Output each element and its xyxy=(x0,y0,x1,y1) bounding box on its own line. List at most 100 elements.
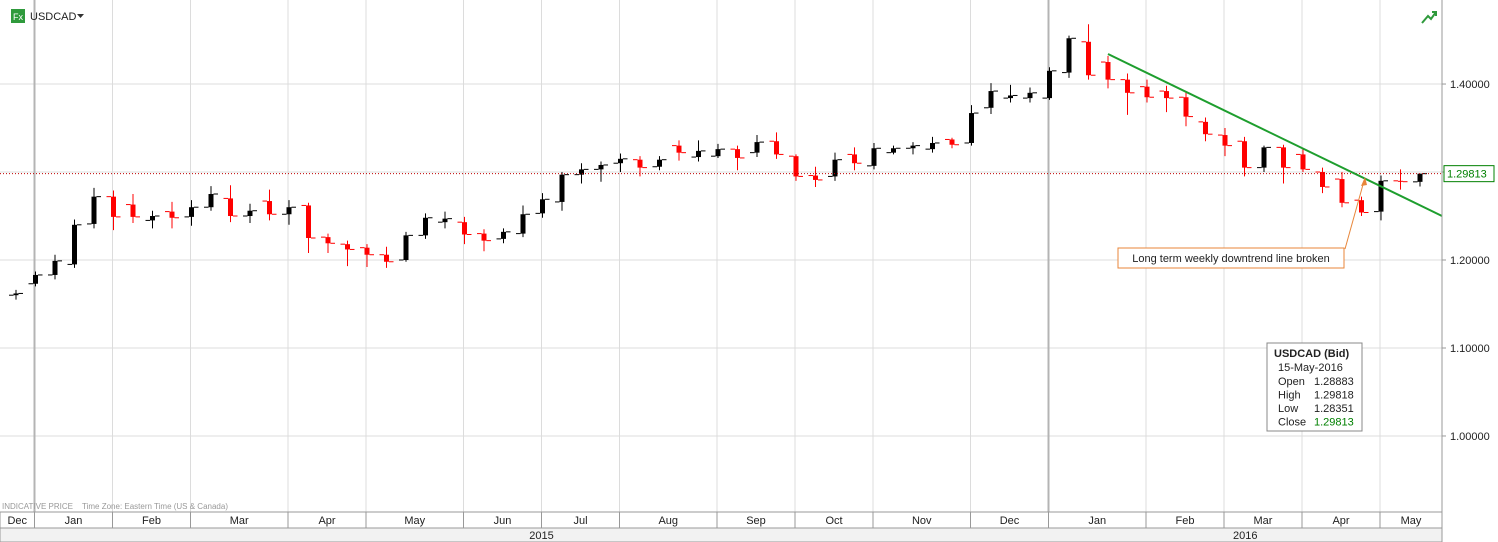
candle-body xyxy=(1261,147,1267,168)
month-label: Aug xyxy=(658,515,678,527)
tooltip-value: 1.29818 xyxy=(1314,390,1354,402)
candle-body xyxy=(13,293,19,296)
tooltip-title: USDCAD (Bid) xyxy=(1274,348,1349,360)
y-tick-label: 1.10000 xyxy=(1450,343,1490,355)
candle-body xyxy=(481,233,487,241)
footnote: Time Zone: Eastern Time (US & Canada) xyxy=(82,502,228,511)
candle-body xyxy=(1105,62,1111,80)
candle-body xyxy=(306,205,311,239)
month-label: Dec xyxy=(7,515,27,527)
month-label: Mar xyxy=(230,515,249,527)
candle-body xyxy=(1086,41,1091,76)
candle-body xyxy=(676,145,682,153)
candle-body xyxy=(150,216,155,221)
candle-body xyxy=(657,159,662,167)
candle-body xyxy=(559,174,565,202)
month-label: Jul xyxy=(573,515,587,527)
fx-icon[interactable] xyxy=(11,9,25,23)
fx-icon-label: Fx xyxy=(13,12,23,22)
tooltip-label: High xyxy=(1278,390,1301,402)
year-axis-band xyxy=(0,527,1443,542)
candle-body xyxy=(696,150,701,158)
candle-body xyxy=(910,145,916,149)
annotation-arrow xyxy=(1344,180,1365,250)
year-label: 2016 xyxy=(1233,530,1257,542)
candle-body xyxy=(774,141,779,155)
month-label: May xyxy=(1401,515,1422,527)
annotation: Long term weekly downtrend line broken xyxy=(1132,253,1330,265)
candle-body xyxy=(1222,135,1228,146)
dropdown-arrow[interactable] xyxy=(77,14,84,18)
tooltip-label: Open xyxy=(1278,376,1305,388)
tooltip-label: Low xyxy=(1278,403,1298,415)
candle-body xyxy=(325,237,331,244)
month-label: Mar xyxy=(1254,515,1273,527)
x-axis-band xyxy=(0,511,1443,529)
tooltip-value: 1.28883 xyxy=(1314,376,1354,388)
candle-body xyxy=(208,194,214,208)
month-label: Apr xyxy=(1332,515,1349,527)
last-price-label: 1.29813 xyxy=(1447,169,1487,181)
candle-body xyxy=(130,204,136,217)
y-tick-label: 1.20000 xyxy=(1450,255,1490,267)
candle-body xyxy=(1047,70,1052,99)
candle-body xyxy=(1027,92,1033,99)
candle-body xyxy=(1300,154,1306,170)
month-label: Jun xyxy=(494,515,512,527)
candle-body xyxy=(1066,38,1072,73)
candle-body xyxy=(33,274,38,284)
candle-body xyxy=(1417,173,1423,182)
candle-body xyxy=(1378,180,1384,212)
candle-body xyxy=(1164,91,1169,99)
candle-body xyxy=(1203,121,1208,135)
candle-body xyxy=(871,148,877,166)
candle-body xyxy=(1183,97,1189,117)
month-label: Nov xyxy=(912,515,932,527)
month-label: Apr xyxy=(318,515,335,527)
tooltip-value: 1.29813 xyxy=(1314,417,1354,429)
candle-body xyxy=(228,198,233,217)
candle-body xyxy=(1320,172,1325,187)
trend-line xyxy=(1107,53,1443,217)
tooltip-box xyxy=(1266,342,1363,432)
candle-body xyxy=(189,207,194,217)
candle-body xyxy=(1359,200,1364,213)
candle-body xyxy=(832,159,838,177)
month-label: Feb xyxy=(142,515,161,527)
candle-body xyxy=(637,159,643,168)
chart-icon[interactable] xyxy=(1421,11,1437,24)
candle-body xyxy=(969,113,974,143)
candle-body xyxy=(754,142,760,153)
candle-body xyxy=(52,260,58,275)
year-label: 2015 xyxy=(529,530,553,542)
symbol[interactable]: USDCAD xyxy=(30,11,77,23)
candle-body xyxy=(286,207,292,215)
month-label: May xyxy=(404,515,425,527)
candle-body xyxy=(423,217,428,236)
candle-body xyxy=(1339,179,1345,203)
candle-body xyxy=(520,214,526,234)
candle-body xyxy=(403,235,409,261)
candle-body xyxy=(618,158,623,164)
footnote: INDICATIVE PRICE xyxy=(2,502,73,511)
month-label: Jan xyxy=(65,515,83,527)
month-label: Dec xyxy=(1000,515,1020,527)
candle-body xyxy=(442,218,448,223)
candle-body xyxy=(267,201,272,215)
candle-body xyxy=(1398,180,1403,182)
candle-body xyxy=(1125,79,1130,93)
candle-body xyxy=(988,91,994,108)
month-label: Sep xyxy=(746,515,766,527)
candle-body xyxy=(384,254,389,262)
grid xyxy=(0,0,1442,542)
candle-body xyxy=(715,149,721,157)
candle-body xyxy=(247,210,253,217)
month-label: Jan xyxy=(1088,515,1106,527)
annotation-box xyxy=(1117,247,1345,269)
candle-body xyxy=(891,148,896,153)
candle-body xyxy=(1144,86,1150,98)
candle-body xyxy=(111,196,116,217)
